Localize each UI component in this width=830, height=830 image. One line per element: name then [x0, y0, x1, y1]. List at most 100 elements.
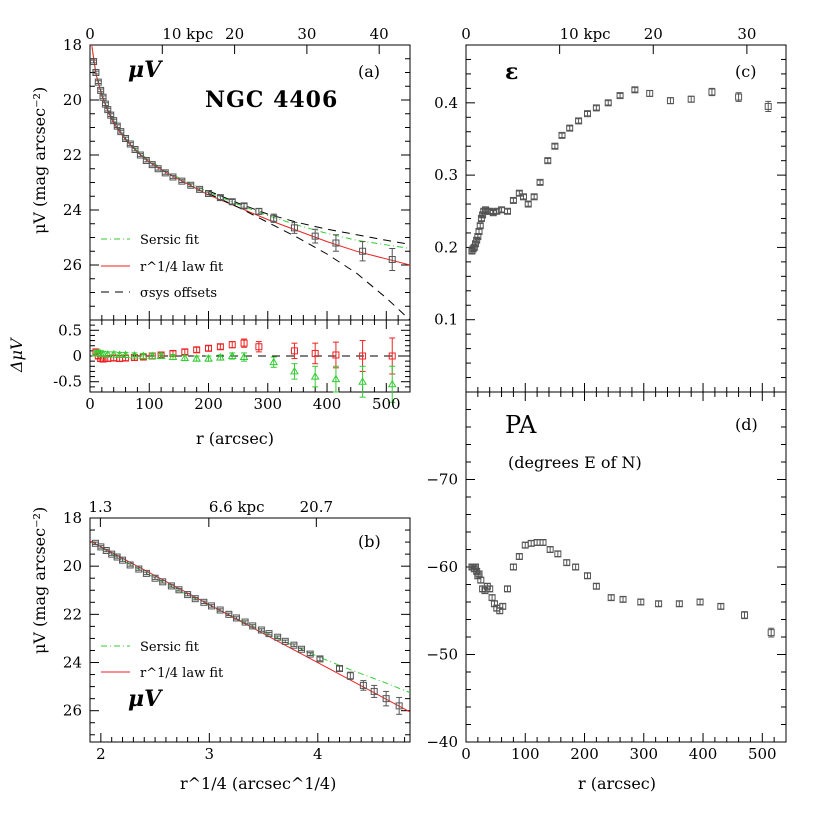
panel-d-point	[490, 600, 498, 608]
y-tick-label: −50	[426, 646, 458, 664]
x-tick-label: 100	[135, 395, 164, 413]
panel-a-residual-ylabel: ΔμV	[7, 337, 26, 373]
panel-a-point	[122, 135, 130, 142]
residual-sersic-point	[96, 348, 106, 357]
top-kpc-label: 6.6 kpc	[209, 498, 265, 516]
panel-c-point	[493, 207, 501, 215]
panel-a-point	[196, 185, 204, 193]
x-tick-label: 100	[511, 745, 540, 763]
panel-c-point	[470, 243, 478, 251]
residual-sersic-point	[98, 349, 108, 357]
x-tick-label: 500	[748, 745, 777, 763]
panel-b-point	[274, 633, 282, 641]
panel-b-point	[135, 565, 143, 573]
residual-sersic-point	[147, 351, 157, 359]
y-tick-label: −70	[426, 471, 458, 489]
panel-d-point	[499, 602, 507, 610]
y-tick-label: −40	[426, 733, 458, 751]
y-tick-label: 24	[63, 201, 82, 219]
panel-c-point	[583, 110, 591, 118]
y-tick-label: 0.2	[434, 238, 458, 256]
panel-c-point	[515, 189, 523, 197]
top-kpc-label: 30	[297, 25, 316, 43]
panel-a-point	[154, 165, 162, 173]
residual-sersic-point	[290, 366, 299, 375]
residual-sersic-point	[204, 354, 213, 362]
panel-c-quantity-label: ε	[505, 59, 518, 85]
x-tick-label: 500	[372, 395, 401, 413]
panel-a-point	[178, 177, 186, 185]
panel-b-point	[232, 614, 240, 622]
panel-b-point	[395, 702, 403, 710]
residual-sersic-point	[109, 349, 119, 358]
panel-b-point	[159, 578, 167, 586]
y-tick-label: 18	[63, 509, 82, 527]
residual-sersic-point	[192, 354, 202, 362]
panel-a-point	[126, 140, 134, 148]
x-tick-label: 300	[629, 745, 658, 763]
panel-c-point	[476, 222, 484, 230]
panel-d-point	[477, 576, 485, 584]
panel-d-point	[619, 595, 627, 603]
panel-d-point	[471, 563, 479, 571]
residual-r14-point	[388, 352, 396, 360]
y-tick-label: 0.5	[58, 321, 82, 339]
residual-r14-point	[255, 343, 263, 351]
panel-d-point	[655, 600, 663, 608]
panel-b-point	[335, 665, 343, 673]
x-tick-label: 200	[570, 745, 599, 763]
top-kpc-label: 20	[225, 25, 244, 43]
panel-c-point	[473, 236, 481, 244]
panel-b-tag: (b)	[358, 532, 381, 551]
legend-a-label: σsys offsets	[140, 286, 217, 301]
panel-b-point	[184, 591, 192, 599]
panel-a-point	[388, 256, 396, 263]
residual-sersic-point	[93, 348, 103, 356]
frames-layer	[89, 44, 787, 743]
panel-c-point	[687, 95, 695, 103]
panel-a-point	[290, 224, 298, 232]
panel-b-point	[257, 626, 265, 634]
panel-a-point	[169, 173, 177, 181]
x-tick-label: 4	[313, 745, 323, 763]
residual-r14-point	[193, 346, 201, 354]
y-tick-label: 0.1	[434, 311, 458, 329]
panel-a-point	[94, 78, 102, 86]
panel-d-point	[563, 559, 571, 567]
panel-a-point	[142, 157, 150, 164]
panel-a-point	[97, 86, 105, 94]
panel-b-point	[346, 672, 354, 680]
panel-d-point	[637, 598, 645, 606]
residual-r14-point	[311, 349, 319, 357]
panel-d-point	[767, 629, 775, 637]
panel-a-point	[148, 161, 156, 169]
y-tick-label: 0	[72, 347, 82, 365]
sys-offset-line	[208, 193, 410, 320]
legend-a-label: Sersic fit	[140, 233, 200, 248]
panel-d-point	[503, 585, 511, 593]
residual-r14-point	[290, 347, 298, 355]
legend-b-label: r^1/4 law fit	[140, 666, 224, 681]
panel-c-point	[708, 88, 716, 96]
panel-d-point	[583, 572, 591, 580]
panel-c-point	[509, 196, 517, 204]
panel-a-point	[216, 194, 224, 202]
x-tick-label: 3	[205, 745, 215, 763]
residual-sersic-point	[168, 352, 178, 361]
panel-d-point	[572, 563, 580, 571]
x-tick-label: 200	[194, 395, 223, 413]
panel-d-point	[546, 546, 554, 553]
panel-a-point	[113, 122, 121, 130]
residual-sersic-point	[227, 351, 237, 359]
panel-b-frame	[89, 517, 411, 743]
panel-c-point	[536, 178, 544, 186]
panel-d-subtitle: (degrees E of N)	[508, 453, 642, 472]
panel-c-point	[524, 200, 532, 208]
top-kpc-label: 10 kpc	[162, 25, 213, 43]
x-tick-label: 300	[253, 395, 282, 413]
panel-c-point	[558, 131, 566, 139]
residual-sersic-point	[331, 374, 341, 383]
panel-c-point	[566, 124, 574, 132]
